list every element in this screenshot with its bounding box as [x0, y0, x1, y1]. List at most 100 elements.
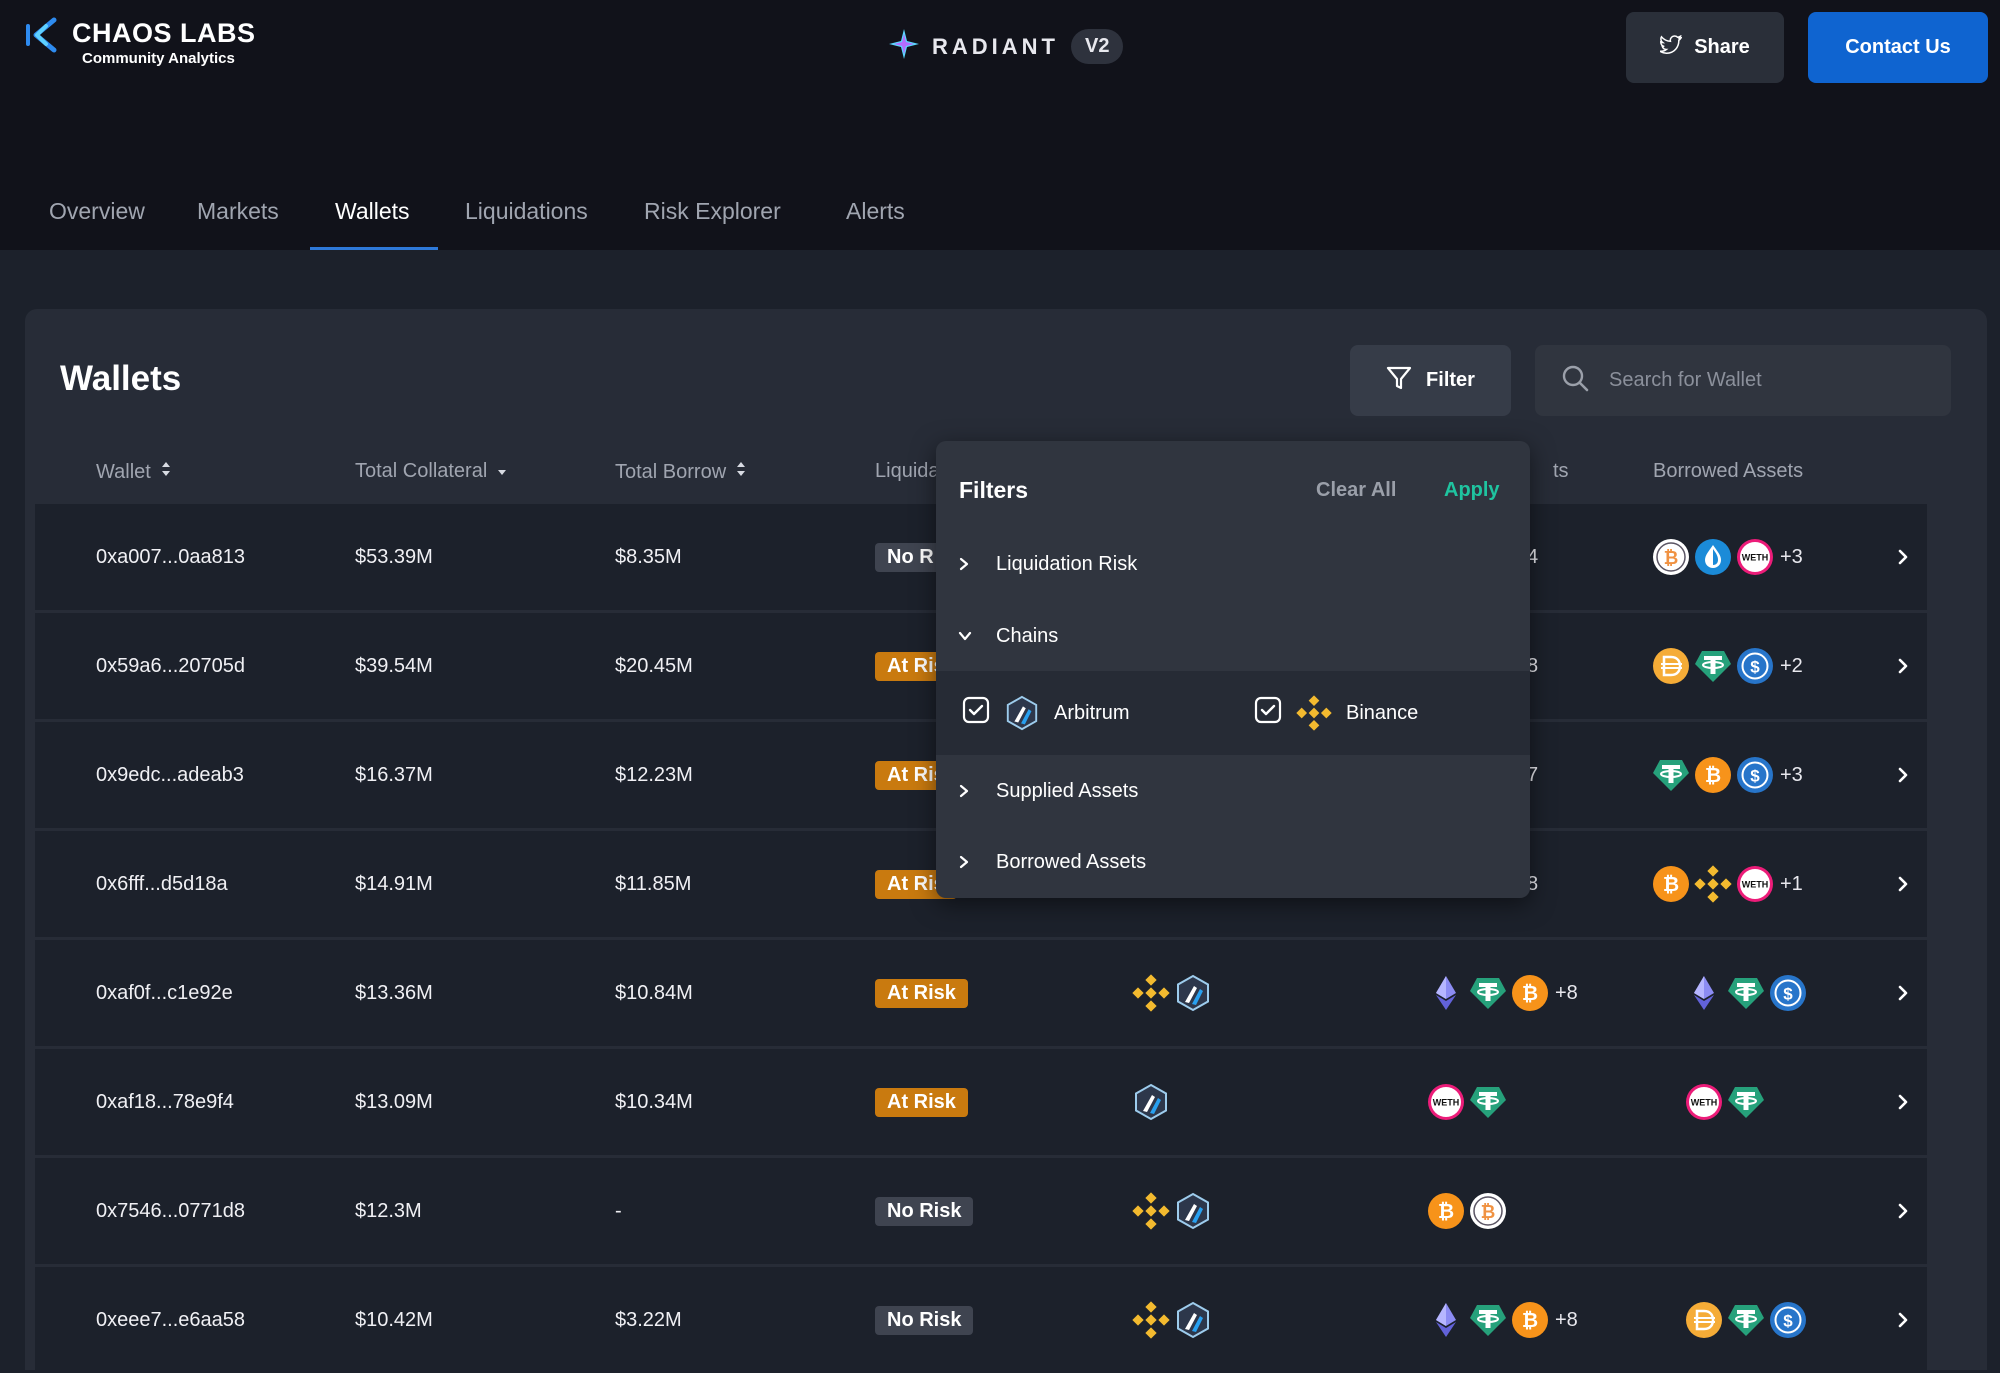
brand[interactable]: CHAOS LABS Community Analytics: [24, 16, 256, 68]
binance-icon: [1296, 695, 1332, 731]
bitcoin-icon: [1511, 974, 1549, 1012]
twitter-icon: [1657, 34, 1684, 61]
table-row[interactable]: 0xeee7...e6aa58 $10.42M $3.22M No Risk +…: [35, 1267, 1927, 1373]
borrowed-assets-more: +3: [1780, 763, 1803, 786]
bitcoin-icon: [1511, 1301, 1549, 1339]
weth-icon: [1685, 1083, 1723, 1121]
page-title: Wallets: [60, 359, 182, 398]
column-header-supplied-assets[interactable]: ts: [1553, 460, 1569, 483]
wallet-address: 0x9edc...adeab3: [96, 763, 244, 786]
column-header-total-collateral[interactable]: Total Collateral: [355, 460, 507, 483]
supplied-assets-more: 8: [1527, 872, 1539, 895]
chevron-right-icon[interactable]: [1895, 1312, 1911, 1328]
column-header-label: Liquida: [875, 460, 940, 482]
filter-label: Filter: [1426, 369, 1475, 391]
supplied-assets-more: 7: [1527, 763, 1539, 786]
sort-down-icon: [497, 460, 507, 483]
share-button[interactable]: Share: [1626, 12, 1784, 83]
filter-section-supplied-assets[interactable]: Supplied Assets: [936, 756, 1530, 826]
filter-section-label: Liquidation Risk: [996, 552, 1138, 575]
ethereum-icon: [1685, 974, 1723, 1012]
chain-option-binance[interactable]: Binance: [1254, 671, 1418, 755]
chevron-right-icon[interactable]: [1895, 985, 1911, 1001]
share-label: Share: [1694, 36, 1750, 58]
binance-icon: [1132, 974, 1170, 1012]
version-badge: V2: [1071, 29, 1124, 64]
chevron-right-icon[interactable]: [1895, 549, 1911, 565]
total-borrow: -: [615, 1199, 622, 1222]
contact-us-button[interactable]: Contact Us: [1808, 12, 1988, 83]
tether-icon: [1469, 1301, 1507, 1339]
search-input[interactable]: [1607, 368, 1931, 393]
borrowed-assets-more: +3: [1780, 545, 1803, 568]
tether-icon: [1694, 647, 1732, 685]
chevron-down-icon: [958, 630, 982, 642]
filter-button[interactable]: Filter: [1350, 345, 1511, 416]
total-collateral: $14.91M: [355, 872, 433, 895]
tether-icon: [1469, 1083, 1507, 1121]
chevron-right-icon[interactable]: [1895, 1094, 1911, 1110]
arbitrum-icon: [1132, 1083, 1170, 1121]
tab-alerts[interactable]: Alerts: [846, 198, 905, 224]
supplied-assets-more: +8: [1555, 1308, 1578, 1331]
chevron-right-icon[interactable]: [1895, 1203, 1911, 1219]
binance-icon: [1694, 865, 1732, 903]
total-collateral: $13.09M: [355, 1090, 433, 1113]
tether-icon: [1727, 974, 1765, 1012]
tab-overview[interactable]: Overview: [49, 198, 145, 224]
table-row[interactable]: 0xaf18...78e9f4 $13.09M $10.34M At Risk: [35, 1049, 1927, 1155]
checkbox-checked-icon[interactable]: [962, 696, 990, 730]
tab-liquidations[interactable]: Liquidations: [465, 198, 588, 224]
bitcoin-icon: [1427, 1192, 1465, 1230]
chain-option-arbitrum[interactable]: Arbitrum: [962, 671, 1130, 755]
total-borrow: $10.84M: [615, 981, 693, 1004]
filter-section-borrowed-assets[interactable]: Borrowed Assets: [936, 827, 1530, 897]
column-header-wallet[interactable]: Wallet: [96, 460, 171, 484]
table-row[interactable]: 0x7546...0771d8 $12.3M - No Risk: [35, 1158, 1927, 1264]
checkbox-checked-icon[interactable]: [1254, 696, 1282, 730]
usdc-icon: [1736, 756, 1774, 794]
top-bar: CHAOS LABS Community Analytics RADIANT V…: [0, 0, 2000, 250]
clear-all-button[interactable]: Clear All: [1316, 479, 1397, 501]
chevron-right-icon: [958, 855, 982, 869]
column-header-label: Total Collateral: [355, 460, 488, 482]
column-header-total-borrow[interactable]: Total Borrow: [615, 460, 746, 484]
ethereum-icon: [1427, 974, 1465, 1012]
wallet-address: 0xeee7...e6aa58: [96, 1308, 246, 1331]
filter-section-chains[interactable]: Chains: [936, 601, 1530, 671]
total-borrow: $12.23M: [615, 763, 693, 786]
chevron-right-icon: [958, 784, 982, 798]
chaos-labs-logo-icon: [24, 16, 60, 59]
table-row[interactable]: 0xaf0f...c1e92e $13.36M $10.84M At Risk …: [35, 940, 1927, 1046]
chevron-right-icon[interactable]: [1895, 658, 1911, 674]
wallet-address: 0xa007...0aa813: [96, 545, 246, 568]
search-icon: [1561, 364, 1589, 397]
radiant-star-icon: [888, 28, 920, 65]
column-header-liquidation-risk[interactable]: Liquida: [875, 460, 940, 483]
filter-section-label: Borrowed Assets: [996, 850, 1147, 873]
tether-icon: [1727, 1301, 1765, 1339]
wbtc-icon: [1652, 538, 1690, 576]
wallet-address: 0xaf0f...c1e92e: [96, 981, 233, 1004]
chains-options: Arbitrum Binance: [936, 671, 1530, 755]
filter-section-liquidation-risk[interactable]: Liquidation Risk: [936, 529, 1530, 599]
column-header-borrowed-assets[interactable]: Borrowed Assets: [1653, 460, 1803, 483]
chevron-right-icon[interactable]: [1895, 767, 1911, 783]
chevron-right-icon[interactable]: [1895, 876, 1911, 892]
protocol-logo: RADIANT V2: [888, 28, 1124, 65]
column-header-label: Borrowed Assets: [1653, 460, 1804, 482]
apply-button[interactable]: Apply: [1444, 479, 1500, 501]
search-box[interactable]: [1535, 345, 1951, 416]
weth-icon: [1427, 1083, 1465, 1121]
protocol-name: RADIANT: [932, 33, 1059, 59]
tab-wallets[interactable]: Wallets: [335, 198, 410, 224]
total-collateral: $12.3M: [355, 1199, 422, 1222]
filter-funnel-icon: [1386, 365, 1412, 397]
arbitrum-icon: [1174, 1301, 1212, 1339]
tab-risk-explorer[interactable]: Risk Explorer: [644, 198, 781, 224]
sort-icon: [161, 460, 171, 484]
filter-section-label: Supplied Assets: [996, 779, 1139, 802]
tab-markets[interactable]: Markets: [197, 198, 279, 224]
main-tabs: Overview Markets Wallets Liquidations Ri…: [0, 180, 1000, 250]
wallet-address: 0xaf18...78e9f4: [96, 1090, 234, 1113]
